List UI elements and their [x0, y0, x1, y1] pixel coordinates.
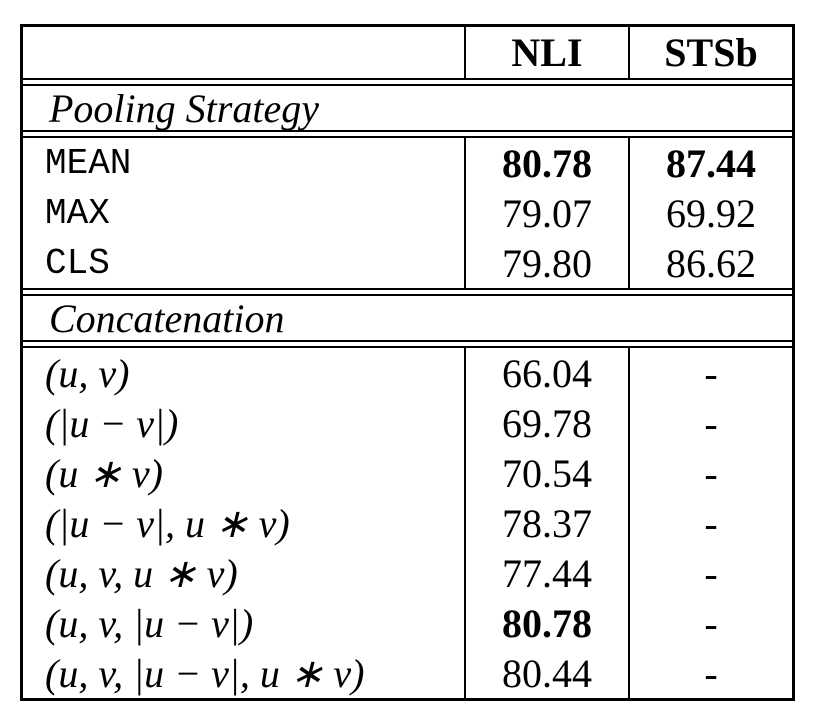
nli-value: 80.78 [464, 138, 628, 188]
stsb-value: - [628, 448, 792, 498]
nli-value: 80.44 [464, 648, 628, 698]
table-row-cls: CLS 79.80 86.62 [23, 238, 792, 288]
row-label: (|u − v|, u ∗ v) [45, 500, 290, 546]
row-label: (u, v, |u − v|, u ∗ v) [45, 650, 365, 696]
stsb-value: 69.92 [628, 188, 792, 238]
table-header-row: NLI STSb [23, 27, 792, 78]
table-row-max: MAX 79.07 69.92 [23, 188, 792, 238]
section-header-pooling-strategy: Pooling Strategy [23, 85, 792, 131]
row-label: MEAN [45, 142, 132, 184]
pooling-rows: MEAN 80.78 87.44 MAX 79.07 69.92 CLS 79.… [23, 138, 792, 288]
nli-value: 69.78 [464, 398, 628, 448]
column-header-stsb: STSb [628, 27, 792, 78]
stsb-value: - [628, 598, 792, 648]
table-row-u-v-absdiff-product: (u, v, |u − v|, u ∗ v) 80.44 - [23, 648, 792, 698]
double-rule [23, 130, 792, 138]
table-row-abs-u-minus-v: (|u − v|) 69.78 - [23, 398, 792, 448]
double-rule [23, 340, 792, 348]
section-title: Pooling Strategy [49, 85, 319, 131]
double-rule [23, 78, 792, 86]
table-row-u-times-v: (u ∗ v) 70.54 - [23, 448, 792, 498]
column-header-nli: NLI [464, 27, 628, 78]
double-rule [23, 288, 792, 296]
stsb-value: - [628, 548, 792, 598]
stsb-value: - [628, 398, 792, 448]
row-label: (u, v, |u − v|) [45, 600, 254, 646]
nli-value: 80.78 [464, 598, 628, 648]
concatenation-rows: (u, v) 66.04 - (|u − v|) 69.78 - (u ∗ v)… [23, 348, 792, 698]
row-label: (u ∗ v) [45, 450, 163, 496]
nli-value: 79.07 [464, 188, 628, 238]
row-label: (|u − v|) [45, 400, 179, 446]
row-label: MAX [45, 192, 110, 234]
stsb-value: 86.62 [628, 238, 792, 288]
stsb-value: - [628, 348, 792, 398]
row-label: (u, v) [45, 350, 130, 396]
stsb-value: - [628, 498, 792, 548]
table-row-absdiff-product: (|u − v|, u ∗ v) 78.37 - [23, 498, 792, 548]
table-row-mean: MEAN 80.78 87.44 [23, 138, 792, 188]
nli-value: 70.54 [464, 448, 628, 498]
stsb-value: - [628, 648, 792, 698]
table-row-u-v-product: (u, v, u ∗ v) 77.44 - [23, 548, 792, 598]
nli-value: 66.04 [464, 348, 628, 398]
table-row-u-v-absdiff: (u, v, |u − v|) 80.78 - [23, 598, 792, 648]
section-title: Concatenation [49, 295, 285, 341]
nli-value: 79.80 [464, 238, 628, 288]
section-header-concatenation: Concatenation [23, 295, 792, 341]
results-table: NLI STSb Pooling Strategy MEAN 80.78 87.… [20, 24, 795, 701]
stsb-value: 87.44 [628, 138, 792, 188]
nli-value: 78.37 [464, 498, 628, 548]
table-row-u-v: (u, v) 66.04 - [23, 348, 792, 398]
nli-value: 77.44 [464, 548, 628, 598]
header-empty-cell [23, 27, 464, 78]
row-label: CLS [45, 242, 110, 284]
row-label: (u, v, u ∗ v) [45, 550, 238, 596]
